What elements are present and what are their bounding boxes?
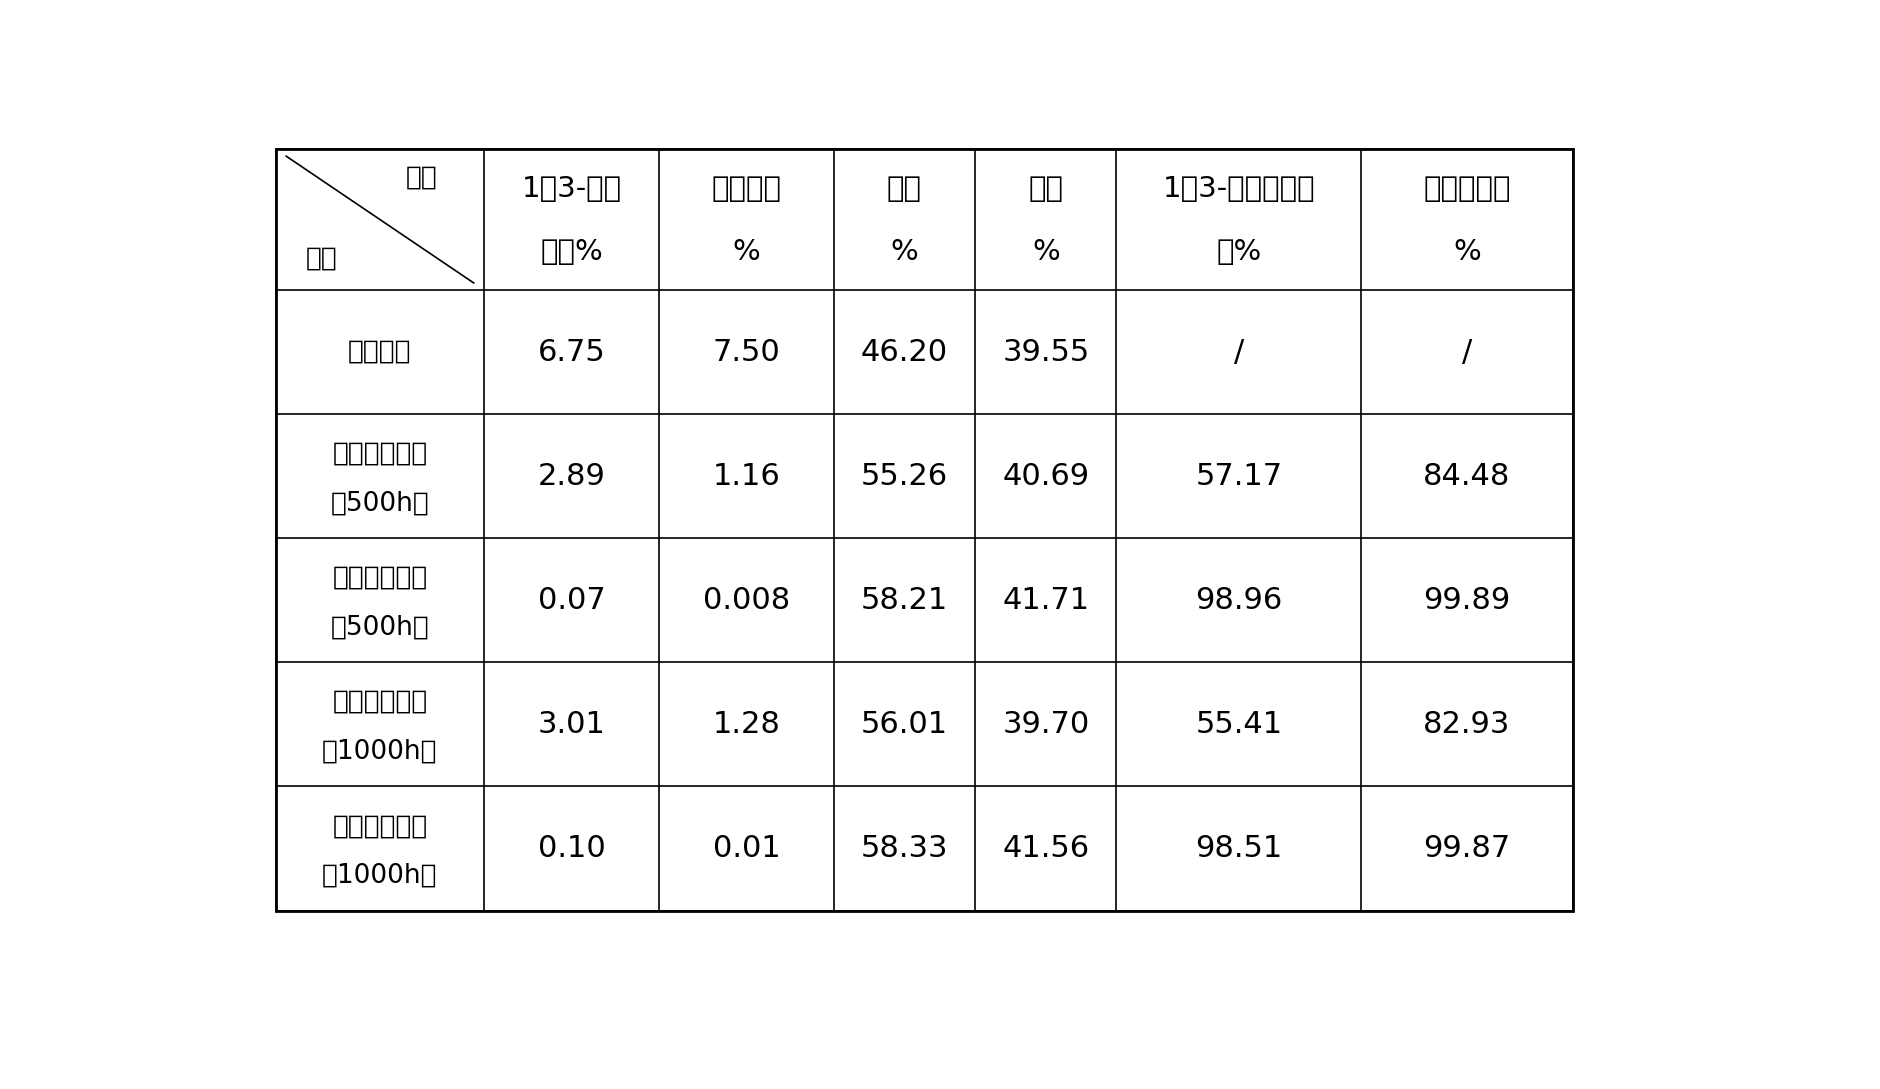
Text: 3.01: 3.01	[538, 710, 605, 738]
Text: 二段加氢产品: 二段加氢产品	[333, 813, 427, 840]
Text: 41.56: 41.56	[1002, 834, 1089, 862]
Text: 碳四炔烃: 碳四炔烃	[711, 174, 782, 203]
Text: 1，3-丁二烯脱除: 1，3-丁二烯脱除	[1162, 174, 1316, 203]
Text: 炔烃脱除率: 炔烃脱除率	[1423, 174, 1512, 203]
Text: 98.51: 98.51	[1196, 834, 1282, 862]
Text: 98.96: 98.96	[1196, 586, 1282, 615]
Text: （1000h）: （1000h）	[321, 862, 438, 889]
Text: 0.008: 0.008	[703, 586, 790, 615]
Text: %: %	[1032, 238, 1060, 266]
Text: 39.70: 39.70	[1002, 710, 1089, 738]
Text: 1.28: 1.28	[713, 710, 780, 738]
Text: 41.71: 41.71	[1002, 586, 1089, 615]
Text: 1，3-丁二: 1，3-丁二	[521, 174, 622, 203]
Text: 56.01: 56.01	[861, 710, 948, 738]
Text: 55.41: 55.41	[1196, 710, 1282, 738]
Text: 组成: 组成	[406, 164, 438, 191]
Text: 57.17: 57.17	[1196, 462, 1282, 491]
Bar	[276, 149, 1572, 910]
Text: /: /	[1463, 338, 1472, 367]
Text: 0.10: 0.10	[538, 834, 605, 862]
Text: 58.33: 58.33	[861, 834, 948, 862]
Text: （500h）: （500h）	[331, 614, 429, 640]
Text: 0.01: 0.01	[713, 834, 780, 862]
Text: 82.93: 82.93	[1423, 710, 1512, 738]
Text: %: %	[891, 238, 917, 266]
Text: 项目: 项目	[306, 246, 338, 272]
Text: （1000h）: （1000h）	[321, 738, 438, 764]
Text: 一段加氢产品: 一段加氢产品	[333, 441, 427, 467]
Text: 7.50: 7.50	[713, 338, 780, 367]
Text: 84.48: 84.48	[1423, 462, 1512, 491]
Text: 率%: 率%	[1216, 238, 1261, 266]
Text: （500h）: （500h）	[331, 490, 429, 516]
Text: 99.87: 99.87	[1423, 834, 1510, 862]
Text: %: %	[1453, 238, 1481, 266]
Text: 烯，%: 烯，%	[540, 238, 603, 266]
Text: 丁烷: 丁烷	[1028, 174, 1064, 203]
Text: 58.21: 58.21	[861, 586, 948, 615]
Text: 46.20: 46.20	[861, 338, 948, 367]
Text: 6.75: 6.75	[538, 338, 605, 367]
Text: 39.55: 39.55	[1002, 338, 1089, 367]
Text: 二段加氢产品: 二段加氢产品	[333, 565, 427, 591]
Text: /: /	[1233, 338, 1245, 367]
Text: 1.16: 1.16	[713, 462, 780, 491]
Text: 99.89: 99.89	[1423, 586, 1510, 615]
Text: %: %	[733, 238, 760, 266]
Text: 40.69: 40.69	[1002, 462, 1089, 491]
Text: 碳四原料: 碳四原料	[348, 339, 412, 365]
Text: 丁烯: 丁烯	[887, 174, 921, 203]
Text: 0.07: 0.07	[538, 586, 605, 615]
Text: 一段加氢产品: 一段加氢产品	[333, 689, 427, 715]
Text: 2.89: 2.89	[538, 462, 605, 491]
Text: 55.26: 55.26	[861, 462, 948, 491]
